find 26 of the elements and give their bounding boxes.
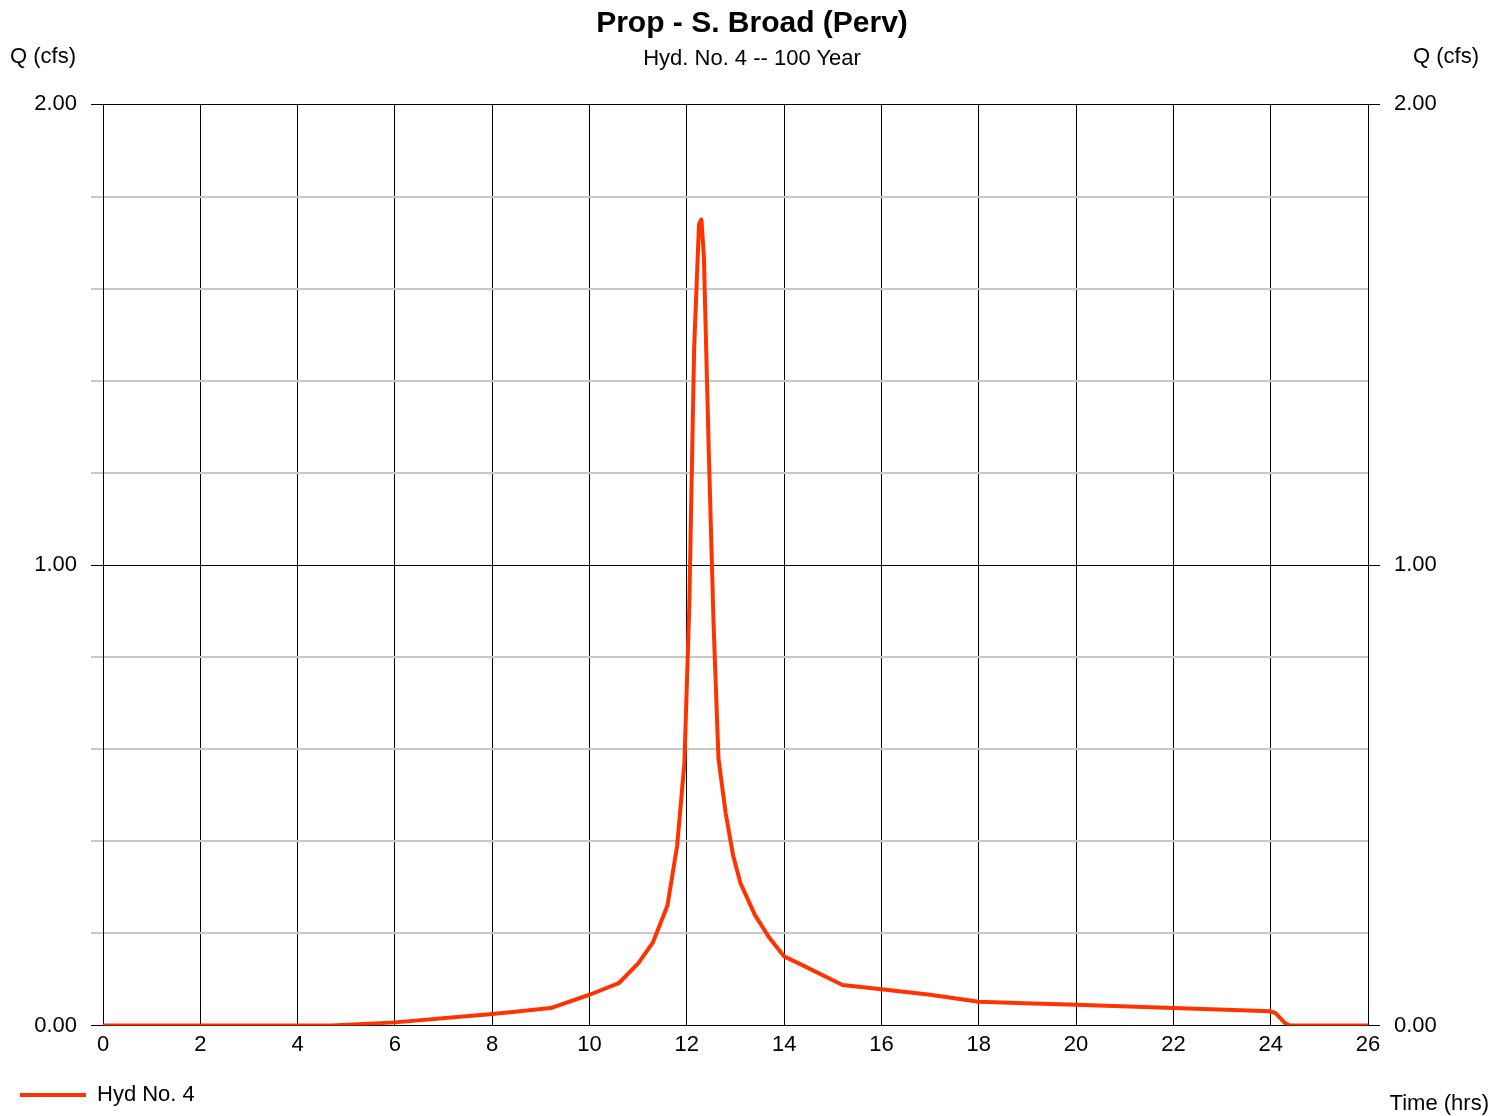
x-tick-label: 26	[1355, 1030, 1381, 1056]
x-tick-label: 2	[194, 1030, 207, 1056]
x-tick-label: 10	[577, 1030, 602, 1056]
x-tick-label: 20	[1063, 1030, 1089, 1056]
chart-title: Prop - S. Broad (Perv)	[596, 5, 908, 39]
x-tick-label: 16	[869, 1030, 894, 1056]
x-tick-label: 18	[966, 1030, 992, 1056]
x-tick-label: 22	[1161, 1030, 1186, 1056]
x-tick-label: 14	[771, 1030, 797, 1056]
x-axis-title: Time (hrs)	[1389, 1089, 1489, 1115]
y2-tick-label: 0.00	[1394, 1011, 1437, 1037]
x-tick-label: 8	[486, 1030, 499, 1056]
legend-label: Hyd No. 4	[97, 1081, 195, 1107]
x-tick-label: 12	[674, 1030, 700, 1056]
x-tick-label: 6	[388, 1030, 402, 1056]
y-axis-title: Q (cfs)	[10, 43, 76, 68]
x-tick-label: 4	[291, 1030, 304, 1056]
y2-axis-title: Q (cfs)	[1413, 43, 1479, 68]
x-tick-label: 24	[1258, 1030, 1283, 1056]
chart-subtitle: Hyd. No. 4 -- 100 Year	[643, 45, 861, 71]
y2-tick-label: 1.00	[1394, 551, 1437, 577]
x-tick-label: 0	[96, 1030, 110, 1056]
y-tick-label: 1.00	[34, 551, 77, 577]
y-tick-label: 2.00	[34, 90, 77, 116]
y-tick-label: 0.00	[34, 1011, 77, 1037]
y2-tick-label: 2.00	[1394, 90, 1437, 116]
